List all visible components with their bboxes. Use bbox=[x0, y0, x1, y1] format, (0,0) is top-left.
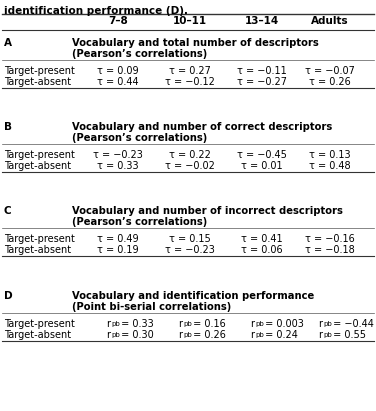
Text: Target-absent: Target-absent bbox=[4, 330, 71, 340]
Text: Target-absent: Target-absent bbox=[4, 245, 71, 255]
Text: τ = 0.48: τ = 0.48 bbox=[309, 161, 351, 171]
Text: τ = −0.27: τ = −0.27 bbox=[237, 77, 287, 87]
Text: = 0.30: = 0.30 bbox=[118, 330, 154, 340]
Text: D: D bbox=[4, 291, 13, 301]
Text: (Pearson’s correlations): (Pearson’s correlations) bbox=[72, 217, 207, 227]
Text: τ = −0.07: τ = −0.07 bbox=[305, 66, 355, 76]
Text: Vocabulary and number of correct descriptors: Vocabulary and number of correct descrip… bbox=[72, 122, 332, 132]
Text: Target-present: Target-present bbox=[4, 234, 75, 244]
Text: Vocabulary and number of incorrect descriptors: Vocabulary and number of incorrect descr… bbox=[72, 206, 343, 216]
Text: pb: pb bbox=[111, 332, 120, 338]
Text: r: r bbox=[106, 319, 110, 329]
Text: pb: pb bbox=[183, 332, 192, 338]
Text: pb: pb bbox=[111, 321, 120, 327]
Text: pb: pb bbox=[323, 332, 332, 338]
Text: (Pearson’s correlations): (Pearson’s correlations) bbox=[72, 133, 207, 143]
Text: τ = −0.16: τ = −0.16 bbox=[305, 234, 355, 244]
Text: = 0.26: = 0.26 bbox=[190, 330, 226, 340]
Text: = −0.44: = −0.44 bbox=[330, 319, 374, 329]
Text: τ = 0.15: τ = 0.15 bbox=[169, 234, 211, 244]
Text: τ = 0.26: τ = 0.26 bbox=[309, 77, 351, 87]
Text: r: r bbox=[250, 330, 254, 340]
Text: τ = 0.44: τ = 0.44 bbox=[97, 77, 139, 87]
Text: τ = 0.13: τ = 0.13 bbox=[309, 150, 351, 160]
Text: τ = −0.12: τ = −0.12 bbox=[165, 77, 215, 87]
Text: = 0.55: = 0.55 bbox=[330, 330, 366, 340]
Text: τ = −0.23: τ = −0.23 bbox=[165, 245, 215, 255]
Text: identification performance (D).: identification performance (D). bbox=[4, 6, 188, 16]
Text: τ = 0.06: τ = 0.06 bbox=[241, 245, 283, 255]
Text: 13–14: 13–14 bbox=[245, 16, 279, 26]
Text: (Pearson’s correlations): (Pearson’s correlations) bbox=[72, 49, 207, 59]
Text: Vocabulary and identification performance: Vocabulary and identification performanc… bbox=[72, 291, 314, 301]
Text: τ = 0.33: τ = 0.33 bbox=[97, 161, 139, 171]
Text: B: B bbox=[4, 122, 12, 132]
Text: 10–11: 10–11 bbox=[173, 16, 207, 26]
Text: Vocabulary and total number of descriptors: Vocabulary and total number of descripto… bbox=[72, 38, 319, 48]
Text: τ = −0.45: τ = −0.45 bbox=[237, 150, 287, 160]
Text: τ = 0.41: τ = 0.41 bbox=[241, 234, 283, 244]
Text: 7–8: 7–8 bbox=[108, 16, 128, 26]
Text: τ = 0.49: τ = 0.49 bbox=[97, 234, 139, 244]
Text: Target-present: Target-present bbox=[4, 319, 75, 329]
Text: τ = 0.01: τ = 0.01 bbox=[241, 161, 283, 171]
Text: r: r bbox=[318, 319, 322, 329]
Text: τ = 0.27: τ = 0.27 bbox=[169, 66, 211, 76]
Text: r: r bbox=[106, 330, 110, 340]
Text: r: r bbox=[318, 330, 322, 340]
Text: Target-present: Target-present bbox=[4, 150, 75, 160]
Text: Adults: Adults bbox=[311, 16, 349, 26]
Text: pb: pb bbox=[323, 321, 332, 327]
Text: τ = −0.11: τ = −0.11 bbox=[237, 66, 287, 76]
Text: τ = 0.09: τ = 0.09 bbox=[97, 66, 139, 76]
Text: τ = 0.22: τ = 0.22 bbox=[169, 150, 211, 160]
Text: pb: pb bbox=[255, 321, 264, 327]
Text: τ = −0.18: τ = −0.18 bbox=[305, 245, 355, 255]
Text: τ = −0.23: τ = −0.23 bbox=[93, 150, 143, 160]
Text: = 0.003: = 0.003 bbox=[262, 319, 304, 329]
Text: = 0.33: = 0.33 bbox=[118, 319, 154, 329]
Text: = 0.16: = 0.16 bbox=[190, 319, 226, 329]
Text: = 0.24: = 0.24 bbox=[262, 330, 298, 340]
Text: pb: pb bbox=[255, 332, 264, 338]
Text: A: A bbox=[4, 38, 12, 48]
Text: C: C bbox=[4, 206, 12, 216]
Text: τ = 0.19: τ = 0.19 bbox=[97, 245, 139, 255]
Text: r: r bbox=[178, 330, 182, 340]
Text: Target-present: Target-present bbox=[4, 66, 75, 76]
Text: r: r bbox=[178, 319, 182, 329]
Text: pb: pb bbox=[183, 321, 192, 327]
Text: (Point bi-serial correlations): (Point bi-serial correlations) bbox=[72, 302, 231, 312]
Text: Target-absent: Target-absent bbox=[4, 77, 71, 87]
Text: τ = −0.02: τ = −0.02 bbox=[165, 161, 215, 171]
Text: Target-absent: Target-absent bbox=[4, 161, 71, 171]
Text: r: r bbox=[250, 319, 254, 329]
